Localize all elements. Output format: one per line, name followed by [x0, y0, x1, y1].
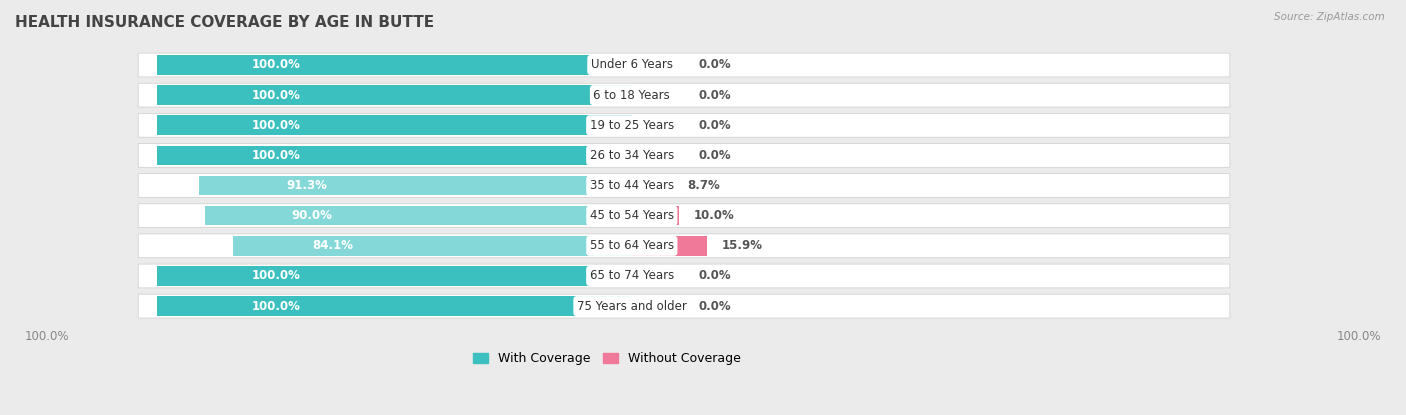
Text: 8.7%: 8.7% [688, 179, 720, 192]
Text: 100.0%: 100.0% [252, 89, 301, 102]
Bar [157, 296, 631, 316]
Text: 0.0%: 0.0% [699, 300, 731, 312]
Text: 75 Years and older: 75 Years and older [576, 300, 686, 312]
Text: 26 to 34 Years: 26 to 34 Years [589, 149, 673, 162]
Bar [198, 176, 631, 195]
FancyBboxPatch shape [138, 113, 1230, 137]
FancyBboxPatch shape [138, 234, 1230, 258]
Bar [233, 236, 631, 256]
Text: 100.0%: 100.0% [252, 269, 301, 283]
Bar [157, 266, 631, 286]
Text: 84.1%: 84.1% [312, 239, 353, 252]
Text: Source: ZipAtlas.com: Source: ZipAtlas.com [1274, 12, 1385, 22]
Text: 91.3%: 91.3% [287, 179, 328, 192]
Text: 100.0%: 100.0% [1337, 330, 1382, 343]
FancyBboxPatch shape [138, 264, 1230, 288]
Text: 90.0%: 90.0% [291, 209, 332, 222]
Bar [157, 55, 631, 75]
Text: 0.0%: 0.0% [699, 119, 731, 132]
Bar [157, 146, 631, 165]
Bar [205, 206, 631, 225]
FancyBboxPatch shape [138, 294, 1230, 318]
FancyBboxPatch shape [138, 144, 1230, 167]
Text: 0.0%: 0.0% [699, 269, 731, 283]
Text: 65 to 74 Years: 65 to 74 Years [589, 269, 673, 283]
Bar [631, 236, 707, 256]
Text: 100.0%: 100.0% [252, 59, 301, 71]
Text: 45 to 54 Years: 45 to 54 Years [589, 209, 673, 222]
Bar [157, 115, 631, 135]
Text: 0.0%: 0.0% [699, 149, 731, 162]
Text: 100.0%: 100.0% [24, 330, 69, 343]
Text: 100.0%: 100.0% [252, 119, 301, 132]
Text: 100.0%: 100.0% [252, 149, 301, 162]
Text: 55 to 64 Years: 55 to 64 Years [589, 239, 673, 252]
Text: 10.0%: 10.0% [693, 209, 734, 222]
Legend: With Coverage, Without Coverage: With Coverage, Without Coverage [468, 347, 745, 370]
Text: Under 6 Years: Under 6 Years [591, 59, 673, 71]
Text: 100.0%: 100.0% [252, 300, 301, 312]
Bar [631, 206, 679, 225]
Text: 19 to 25 Years: 19 to 25 Years [589, 119, 673, 132]
Bar [631, 176, 673, 195]
FancyBboxPatch shape [138, 53, 1230, 77]
Text: HEALTH INSURANCE COVERAGE BY AGE IN BUTTE: HEALTH INSURANCE COVERAGE BY AGE IN BUTT… [15, 15, 434, 30]
Text: 0.0%: 0.0% [699, 89, 731, 102]
FancyBboxPatch shape [138, 204, 1230, 227]
FancyBboxPatch shape [138, 173, 1230, 198]
Bar [157, 85, 631, 105]
Text: 35 to 44 Years: 35 to 44 Years [589, 179, 673, 192]
Text: 15.9%: 15.9% [721, 239, 762, 252]
Text: 6 to 18 Years: 6 to 18 Years [593, 89, 671, 102]
FancyBboxPatch shape [138, 83, 1230, 107]
Text: 0.0%: 0.0% [699, 59, 731, 71]
